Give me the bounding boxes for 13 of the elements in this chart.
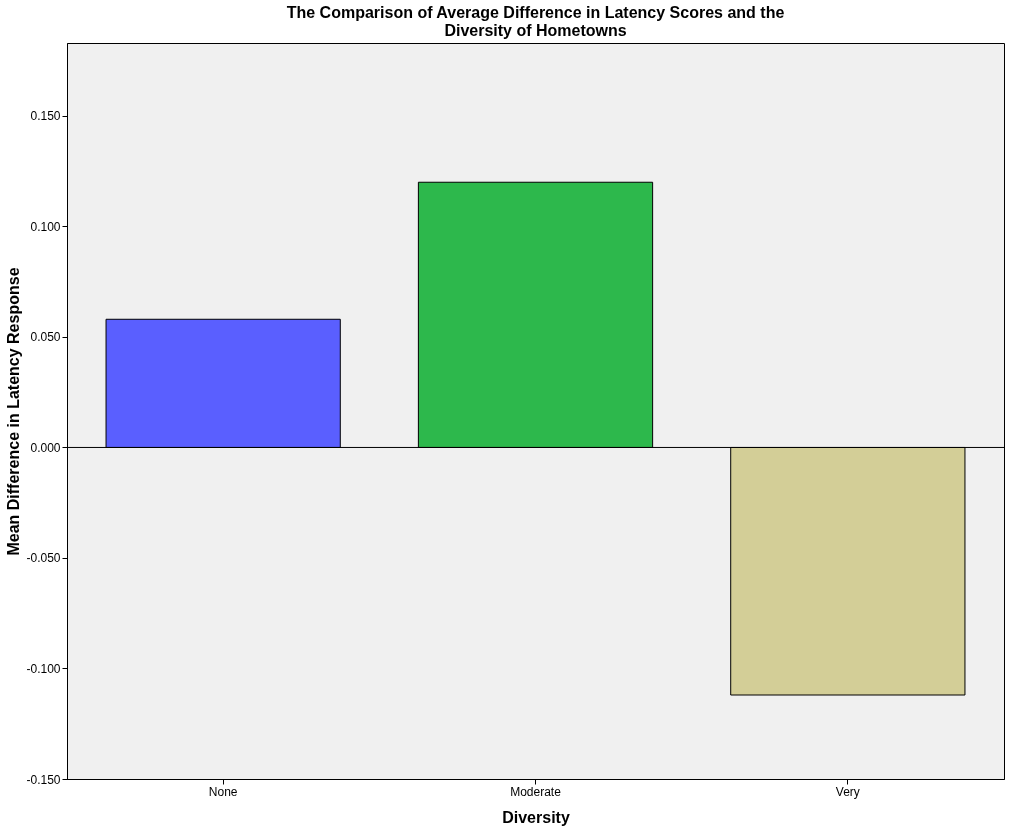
y-tick-label: -0.100 <box>26 661 61 676</box>
y-tick-label: 0.050 <box>30 330 61 345</box>
chart-title: The Comparison of Average Difference in Latency Scores and the Diversity of Hometowns <box>286 4 785 39</box>
y-tick-label: 0.000 <box>30 440 61 455</box>
y-tick-label: -0.150 <box>26 772 61 787</box>
y-tick-label: 0.100 <box>30 219 61 234</box>
x-tick-label: Very <box>835 784 860 799</box>
x-tick-label: Moderate <box>510 784 562 799</box>
x-axis-title: Diversity <box>502 808 570 826</box>
y-tick-label: -0.050 <box>26 551 61 566</box>
y-axis-title: Mean Difference in Latency Response <box>5 267 23 556</box>
y-tick-label: 0.150 <box>30 109 61 124</box>
x-tick-label: None <box>208 784 238 799</box>
